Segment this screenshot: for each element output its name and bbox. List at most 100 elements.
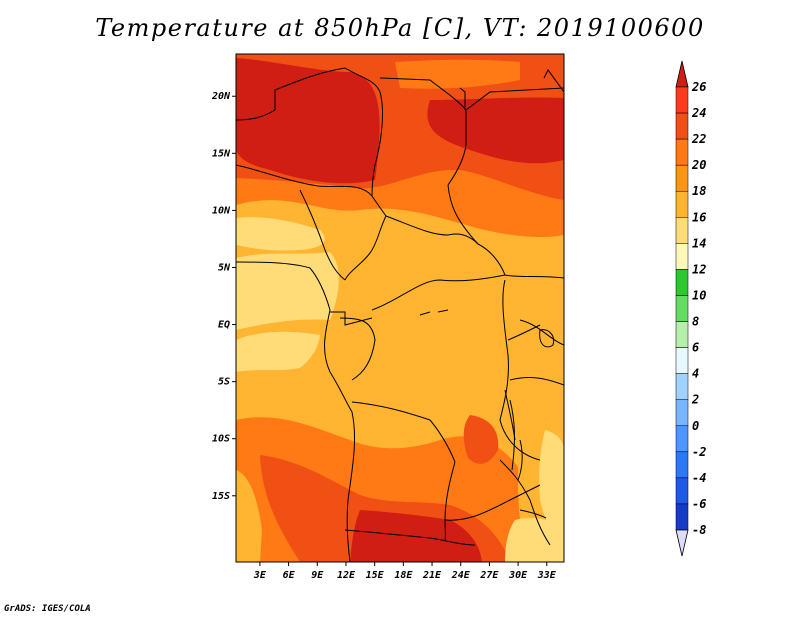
colorbar-segment <box>675 477 689 505</box>
field-cool-guinea-north <box>236 217 325 251</box>
border-west-coast <box>236 261 356 562</box>
lon-tick-label: 6E <box>283 570 296 581</box>
lon-tick-label: 12E <box>337 570 356 581</box>
colorbar-label: 20 <box>691 158 706 172</box>
border-drc-east <box>499 279 541 461</box>
border-uganda <box>507 324 541 341</box>
field-core-libya <box>395 59 520 89</box>
colorbar-segment <box>675 399 689 427</box>
lake-malawi <box>517 439 523 481</box>
colorbar-label: -8 <box>692 523 706 537</box>
border-cameroon <box>344 195 387 281</box>
colorbar-bottom-arrow <box>675 529 689 557</box>
country-borders <box>236 67 564 562</box>
border-chad-car <box>385 215 479 245</box>
border-mali-niger <box>344 67 383 197</box>
border-mozambique <box>499 459 551 546</box>
colorbar-label: 14 <box>692 236 706 250</box>
lon-tick-label: 33E <box>537 570 557 581</box>
lon-tick-label: 9E <box>311 570 324 581</box>
field-southeast-cool <box>505 518 564 562</box>
field-core-sahara-west <box>236 58 380 184</box>
colorbar-label: 2 <box>691 393 699 407</box>
colorbar-segment <box>675 243 689 270</box>
border-sahel-south <box>236 164 373 197</box>
grads-credit: GrADS: IGES/COLA <box>4 604 91 614</box>
lon-tick-label: 24E <box>451 570 471 581</box>
border-angola-drc <box>351 401 456 463</box>
colorbar-segment <box>675 347 689 374</box>
field-east-coast-cool <box>539 430 564 540</box>
colorbar-segment <box>675 451 689 479</box>
lon-tick-label: 15E <box>366 570 385 581</box>
lon-tick-label: 30E <box>508 570 528 581</box>
colorbar-segment <box>675 425 689 453</box>
colorbar-segment <box>675 503 689 531</box>
border-kenya <box>519 319 564 346</box>
colorbar-label: 26 <box>691 80 706 94</box>
colorbar-label: 22 <box>691 132 706 146</box>
field-cool-gulf-south <box>236 331 320 372</box>
border-nigeria <box>299 189 346 281</box>
colorbar-label: 8 <box>692 315 699 329</box>
field-core-south <box>350 510 482 562</box>
lon-tick-label: 27E <box>479 570 499 581</box>
colorbar-label: 4 <box>692 367 699 381</box>
colorbar-segment <box>675 164 689 192</box>
border-sahara-west <box>236 67 346 121</box>
colorbar-segment <box>675 295 689 322</box>
colorbar-top-arrow <box>675 60 689 88</box>
colorbar-segment <box>675 373 689 400</box>
colorbar-label: 0 <box>692 419 699 433</box>
lake-kariba <box>519 509 547 519</box>
colorbar-segment <box>675 190 689 218</box>
colorbar-segment <box>675 112 689 140</box>
colorbar-label: 18 <box>692 184 706 198</box>
colorbar-label: 24 <box>691 106 706 120</box>
lon-tick-label: 3E <box>253 570 267 581</box>
coast-east-africa <box>543 69 564 93</box>
lat-tick-label: EQ <box>218 320 230 331</box>
colorbar-segment <box>675 321 689 348</box>
lat-tick-label: 10N <box>212 205 231 216</box>
temperature-field <box>236 54 564 562</box>
colorbar-segment <box>675 138 689 166</box>
field-core-sahara-east <box>427 97 564 164</box>
colorbar-label: 10 <box>692 288 706 302</box>
border-egypt <box>459 87 466 110</box>
colorbar-label: -6 <box>692 497 706 511</box>
colorbar-segment <box>675 217 689 244</box>
field-core-east <box>463 415 499 464</box>
border-malawi <box>509 399 515 471</box>
colorbar-label: 16 <box>692 210 706 224</box>
border-sudan <box>447 184 564 279</box>
colorbar-label: -4 <box>692 471 706 485</box>
lon-tick-label: 21E <box>422 570 442 581</box>
chart-title: Temperature at 850hPa [C], VT: 201910060… <box>95 14 705 42</box>
colorbar-segment <box>675 269 689 296</box>
border-gabon <box>330 311 373 326</box>
lake-victoria <box>539 329 555 348</box>
lake-tanganyika <box>504 389 516 441</box>
lat-tick-label: 15N <box>212 148 231 159</box>
colorbar-label: 12 <box>692 262 706 276</box>
lon-tick-label: 18E <box>394 570 413 581</box>
colorbar-label: 6 <box>692 341 699 355</box>
border-zambia-zim <box>444 484 541 521</box>
lat-tick-label: 5S <box>218 377 230 388</box>
border-tanzania <box>509 377 564 386</box>
border-car-drc <box>371 274 506 311</box>
field-west-coast-south <box>236 470 262 562</box>
colorbar-segment <box>675 86 689 114</box>
lat-tick-label: 20N <box>211 91 231 102</box>
border-congo <box>339 317 376 381</box>
lat-tick-label: 15S <box>212 491 230 502</box>
border-namibia <box>344 529 476 546</box>
river-congo-1 <box>419 311 431 316</box>
lat-tick-label: 5N <box>218 262 231 273</box>
map-frame <box>235 53 565 563</box>
river-congo-2 <box>437 309 449 313</box>
field-congo-basin <box>353 255 504 404</box>
